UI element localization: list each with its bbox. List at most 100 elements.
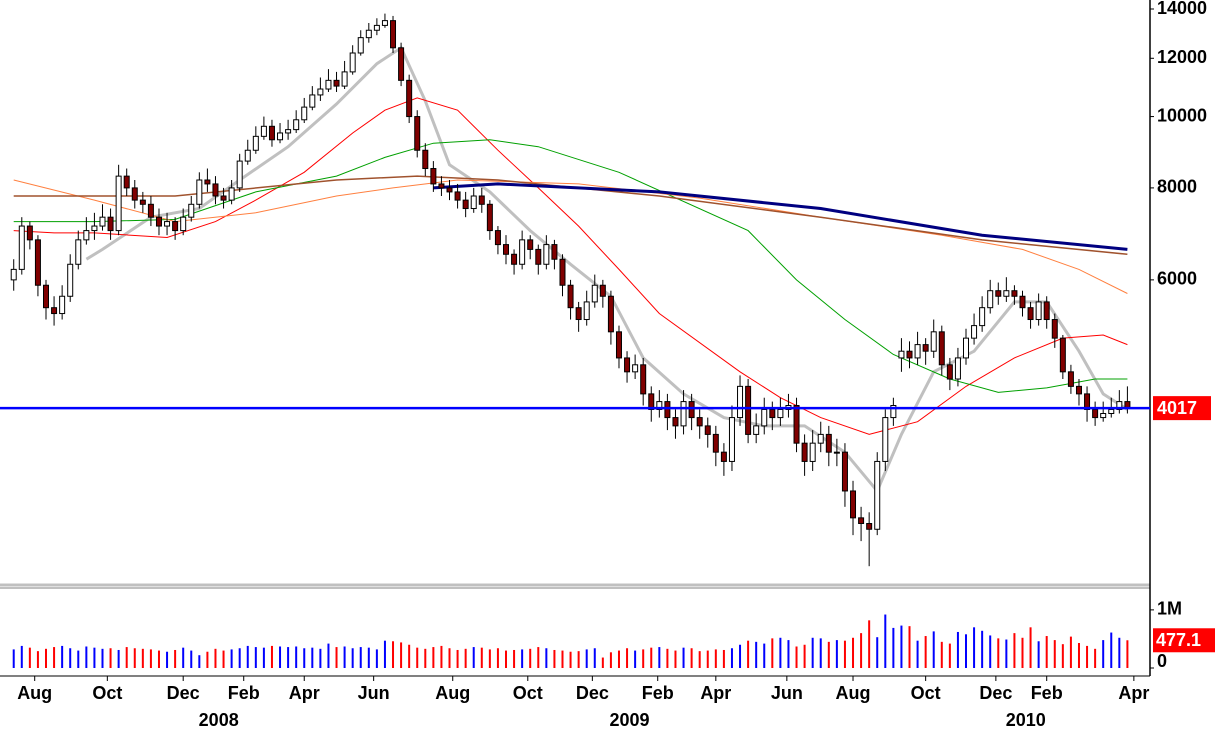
candle-body [59,295,66,315]
volume-bar [529,648,532,668]
candle-body [333,79,340,87]
candle-body [882,417,889,462]
candle-body [527,239,534,250]
candle-body [293,119,300,131]
candle-body [607,295,614,333]
volume-bar [440,645,443,668]
candle-body [761,408,768,427]
volume-bar [1077,643,1080,668]
candle-body [398,47,405,81]
volume-bar [464,648,467,668]
volume-bar [254,647,257,668]
x-tick-label: Oct [513,683,543,703]
candle-body [946,364,953,380]
candle-body [75,239,82,265]
volume-bar [811,637,814,668]
candle-body [1011,290,1018,297]
volume-bar [400,642,403,668]
candle-body [454,191,461,201]
volume-bar [916,640,919,668]
volume-bar [924,636,927,668]
candle-body [995,290,1002,297]
candle-body [535,248,542,265]
candle-body [809,442,816,462]
volume-bar [69,648,72,668]
volume-bar [424,648,427,668]
candle-body [325,79,332,90]
x-tick-label: Aug [836,683,871,703]
volume-bar [335,647,338,668]
volume-bar [884,614,887,668]
volume-bar [1053,640,1056,668]
candle-body [680,401,687,427]
candle-body [115,175,122,232]
candle-body [91,225,98,232]
candle-body [172,221,179,232]
volume-bar [674,650,677,668]
volume-bar [488,649,491,668]
volume-bar [981,630,984,668]
candle-body [1067,371,1074,387]
volume-bar [359,647,362,668]
volume-bar [876,637,879,668]
candle-body [212,183,219,197]
volume-bar [569,651,572,668]
volume-bar [125,647,128,668]
candle-body [252,135,259,151]
candle-body [979,307,986,327]
volume-bar [900,625,903,668]
candle-body [406,79,413,118]
candle-body [737,385,744,419]
volume-bar [940,641,943,668]
candle-body [43,284,49,309]
x-tick-label: Dec [576,683,609,703]
volume-bar [456,649,459,668]
volume-bar [174,649,177,668]
candle-body [817,433,824,444]
candle-body [462,199,469,210]
volume-bar [36,651,39,668]
candle-body [131,187,138,201]
volume-bar [948,643,951,668]
candle-body [777,408,784,419]
volume-bar [496,648,499,668]
moving-average [433,182,1128,251]
volume-bar [658,647,661,668]
candle-body [430,168,437,185]
volume-bar [1094,648,1097,668]
volume-bar [593,648,596,668]
candle-body [155,216,162,227]
candle-body [664,401,671,419]
candle-body [164,221,171,227]
volume-bar [585,649,588,668]
candle-body [147,203,154,218]
candle-body [858,517,865,525]
candle-body [511,253,518,265]
candle-body [196,179,203,205]
candle-body [1100,413,1107,419]
last-close-label: 4017 [1157,398,1197,418]
candle-body [833,451,840,454]
volume-bar [521,649,524,668]
volume-bar [545,648,548,668]
volume-bar [238,648,241,668]
candle-body [390,20,397,49]
volume-bar [1118,637,1121,668]
volume-bar [617,650,620,668]
volume-bar [392,641,395,668]
volume-bar [246,645,249,668]
candle-body [890,405,897,419]
x-tick-label: Jun [771,683,803,703]
candle-body [599,284,606,297]
volume-bar [965,634,967,668]
volume-bar [553,649,556,668]
candle-body [954,357,961,380]
x-tick-label: Oct [911,683,941,703]
candle-body [922,344,929,352]
candle-body [850,490,857,519]
x-tick-label: Feb [642,683,674,703]
candle-body [107,216,114,232]
candle-body [486,203,493,232]
y-tick-label: 6000 [1157,269,1197,289]
